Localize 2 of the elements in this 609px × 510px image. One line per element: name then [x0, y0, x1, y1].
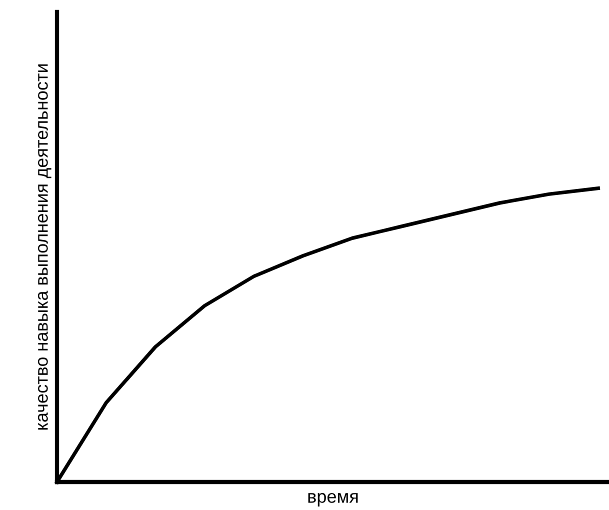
- y-axis-title: качество навыка выполнения деятельности: [38, 64, 52, 430]
- x-axis-title: время: [308, 493, 358, 506]
